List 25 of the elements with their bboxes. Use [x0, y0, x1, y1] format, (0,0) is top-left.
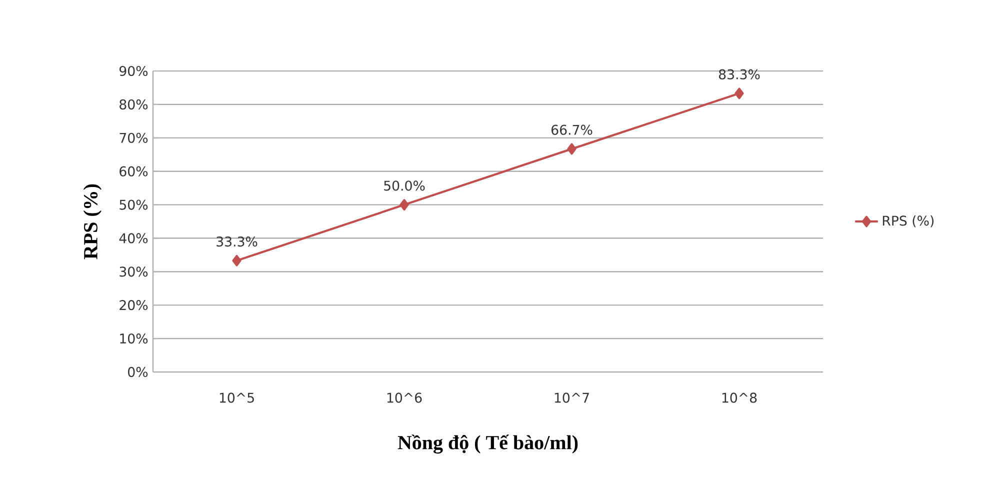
x-tick-label: 10^8 — [722, 392, 757, 403]
y-tick-label: 30% — [120, 266, 148, 277]
y-tick-label: 10% — [120, 333, 148, 344]
y-tick-label: 0% — [128, 366, 148, 378]
y-tick-label: 40% — [119, 233, 148, 244]
y-tick-label: 50% — [120, 200, 148, 210]
y-tick-label: 70% — [120, 132, 148, 143]
legend-label: RPS (%) — [882, 215, 934, 228]
x-tick-label: 10^6 — [387, 392, 422, 403]
x-tick-label: 10^7 — [554, 392, 589, 403]
data-label: 83.3% — [718, 69, 760, 80]
data-label: 33.3% — [216, 236, 258, 247]
point — [232, 254, 242, 266]
data-label: 66.7% — [552, 124, 592, 135]
point — [734, 88, 744, 100]
data-label: 50.0% — [384, 180, 425, 191]
x-axis-title: Nồng độ ( Tế bào/ml) — [398, 434, 578, 454]
y-tick-label: 80% — [120, 99, 148, 110]
y-tick-label: 60% — [120, 166, 148, 176]
y-tick-label: 90% — [120, 66, 148, 76]
y-axis-title: RPS (%) — [83, 184, 102, 260]
point — [400, 199, 409, 211]
x-tick-label: 10^5 — [220, 392, 254, 403]
y-tick-label: 20% — [120, 300, 148, 310]
point — [567, 143, 576, 155]
